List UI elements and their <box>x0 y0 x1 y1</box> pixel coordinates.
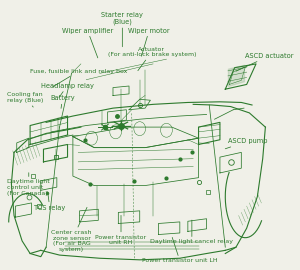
Text: Battery: Battery <box>50 96 75 108</box>
Text: Starter relay
(Blue): Starter relay (Blue) <box>101 12 143 47</box>
Text: Fuse, fusible link and relay box: Fuse, fusible link and relay box <box>30 69 127 87</box>
Text: Cooling fan
relay (Blue): Cooling fan relay (Blue) <box>8 92 44 107</box>
Text: ASCD actuator: ASCD actuator <box>236 53 294 71</box>
Text: Headlamp relay: Headlamp relay <box>41 83 94 97</box>
Text: Wiper amplifier: Wiper amplifier <box>62 28 113 58</box>
Text: ASCD pump: ASCD pump <box>225 138 268 149</box>
Text: Power transistor
unit RH: Power transistor unit RH <box>95 215 147 245</box>
Text: Actuator
(For anti-lock brake system): Actuator (For anti-lock brake system) <box>107 46 196 71</box>
Text: Center crash
zone sensor
(For air BAG
system): Center crash zone sensor (For air BAG sy… <box>51 207 92 252</box>
Text: Daytime light
control unit
(For Canada): Daytime light control unit (For Canada) <box>8 173 50 196</box>
Text: Wiper motor: Wiper motor <box>128 28 170 56</box>
Text: TCS relay: TCS relay <box>34 192 65 211</box>
Text: Daytime light cancel relay: Daytime light cancel relay <box>150 220 233 244</box>
Text: Power transistor unit LH: Power transistor unit LH <box>142 237 218 263</box>
